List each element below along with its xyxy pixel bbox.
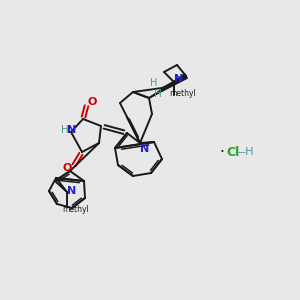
Text: methyl: methyl — [169, 89, 196, 98]
Text: N: N — [68, 186, 76, 196]
Text: H: H — [61, 125, 69, 135]
Text: H: H — [154, 89, 162, 99]
Text: N: N — [174, 74, 184, 84]
Text: O: O — [62, 163, 72, 173]
Text: Cl: Cl — [226, 146, 240, 158]
Text: N: N — [140, 144, 150, 154]
Text: O: O — [87, 97, 97, 107]
Text: ·: · — [220, 145, 224, 160]
Text: N: N — [68, 125, 76, 135]
Text: methyl: methyl — [63, 205, 89, 214]
Polygon shape — [149, 74, 187, 98]
Text: —H: —H — [234, 147, 254, 157]
Text: H: H — [150, 78, 158, 88]
